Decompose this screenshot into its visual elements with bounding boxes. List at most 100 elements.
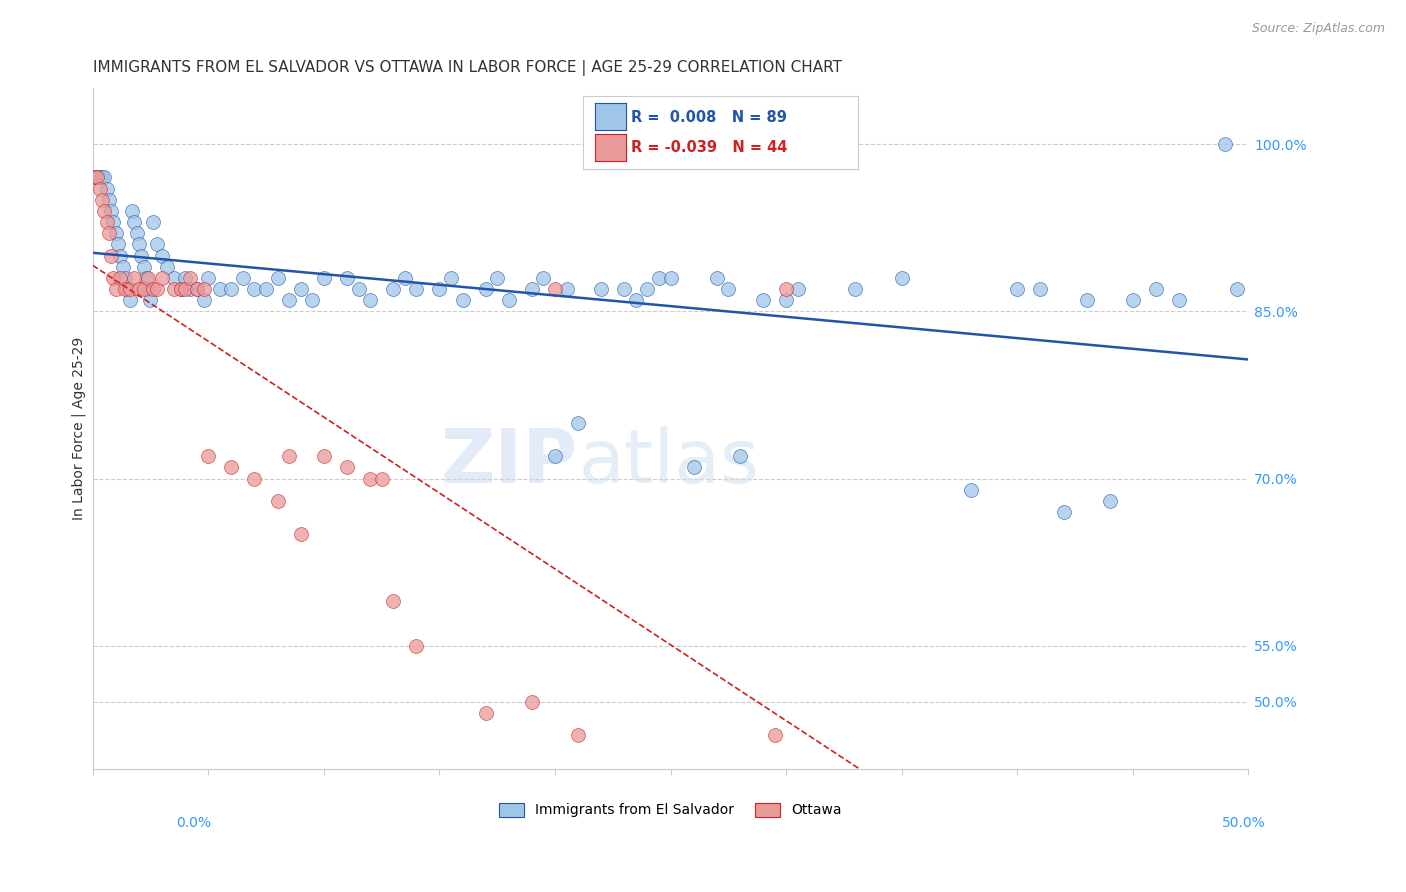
Point	[114, 271, 136, 285]
Y-axis label: In Labor Force | Age 25-29: In Labor Force | Age 25-29	[72, 337, 86, 520]
Point	[90, 193, 112, 207]
Point	[1122, 293, 1144, 308]
Point	[111, 260, 134, 274]
Point	[520, 282, 543, 296]
Point	[1226, 282, 1249, 296]
Text: 50.0%: 50.0%	[1222, 816, 1265, 830]
Point	[290, 282, 312, 296]
Point	[243, 472, 266, 486]
Point	[135, 271, 157, 285]
Point	[174, 271, 197, 285]
Point	[125, 226, 148, 240]
Point	[97, 193, 120, 207]
Point	[221, 282, 243, 296]
Point	[136, 271, 159, 285]
Point	[124, 215, 146, 229]
Point	[93, 170, 115, 185]
Point	[336, 460, 359, 475]
Point	[186, 282, 208, 296]
Point	[278, 293, 301, 308]
Point	[110, 249, 132, 263]
Point	[278, 450, 301, 464]
Point	[89, 170, 111, 185]
Point	[266, 271, 288, 285]
Point	[498, 293, 520, 308]
Point	[179, 271, 201, 285]
Point	[84, 170, 107, 185]
Point	[775, 293, 797, 308]
Point	[121, 203, 143, 218]
Point	[786, 282, 808, 296]
Point	[132, 282, 155, 296]
Point	[162, 271, 184, 285]
Point	[486, 271, 509, 285]
Point	[370, 472, 392, 486]
Point	[266, 494, 288, 508]
Point	[382, 594, 405, 608]
Point	[197, 450, 219, 464]
Point	[960, 483, 983, 497]
Point	[179, 282, 201, 296]
Point	[146, 237, 169, 252]
Point	[132, 260, 155, 274]
Point	[186, 282, 208, 296]
Point	[174, 282, 197, 296]
Point	[890, 271, 912, 285]
Point	[636, 282, 658, 296]
Point	[150, 271, 173, 285]
Point	[544, 282, 567, 296]
Point	[232, 271, 254, 285]
Point	[86, 170, 108, 185]
Point	[136, 282, 159, 296]
Point	[1029, 282, 1052, 296]
Point	[104, 282, 127, 296]
Point	[312, 271, 335, 285]
Point	[169, 282, 191, 296]
Point	[613, 282, 636, 296]
Point	[86, 170, 108, 185]
Point	[93, 203, 115, 218]
Point	[1144, 282, 1167, 296]
Point	[129, 249, 152, 263]
Point	[107, 237, 129, 252]
Point	[100, 249, 122, 263]
Point	[128, 282, 150, 296]
Text: Source: ZipAtlas.com: Source: ZipAtlas.com	[1251, 22, 1385, 36]
Point	[474, 706, 496, 720]
Point	[142, 215, 165, 229]
Point	[1215, 136, 1237, 151]
Point	[659, 271, 682, 285]
Point	[533, 271, 555, 285]
Point	[544, 450, 567, 464]
Point	[752, 293, 775, 308]
Point	[156, 260, 179, 274]
Point	[648, 271, 671, 285]
Point	[382, 282, 405, 296]
Point	[146, 282, 169, 296]
Point	[128, 237, 150, 252]
Point	[97, 226, 120, 240]
Point	[117, 282, 139, 296]
Point	[555, 282, 578, 296]
Point	[567, 728, 589, 742]
Point	[405, 282, 427, 296]
Legend: Immigrants from El Salvador, Ottawa: Immigrants from El Salvador, Ottawa	[494, 797, 848, 823]
Point	[336, 271, 359, 285]
Point	[347, 282, 370, 296]
Text: R = -0.039   N = 44: R = -0.039 N = 44	[631, 140, 787, 155]
Point	[394, 271, 416, 285]
Point	[1052, 505, 1074, 519]
Point	[682, 460, 704, 475]
Point	[728, 450, 751, 464]
Point	[440, 271, 463, 285]
Point	[717, 282, 740, 296]
Point	[763, 728, 786, 742]
Point	[193, 282, 215, 296]
Text: 0.0%: 0.0%	[176, 816, 211, 830]
Point	[84, 170, 107, 185]
Point	[312, 450, 335, 464]
Point	[1098, 494, 1121, 508]
Point	[104, 226, 127, 240]
Point	[429, 282, 451, 296]
Point	[520, 695, 543, 709]
